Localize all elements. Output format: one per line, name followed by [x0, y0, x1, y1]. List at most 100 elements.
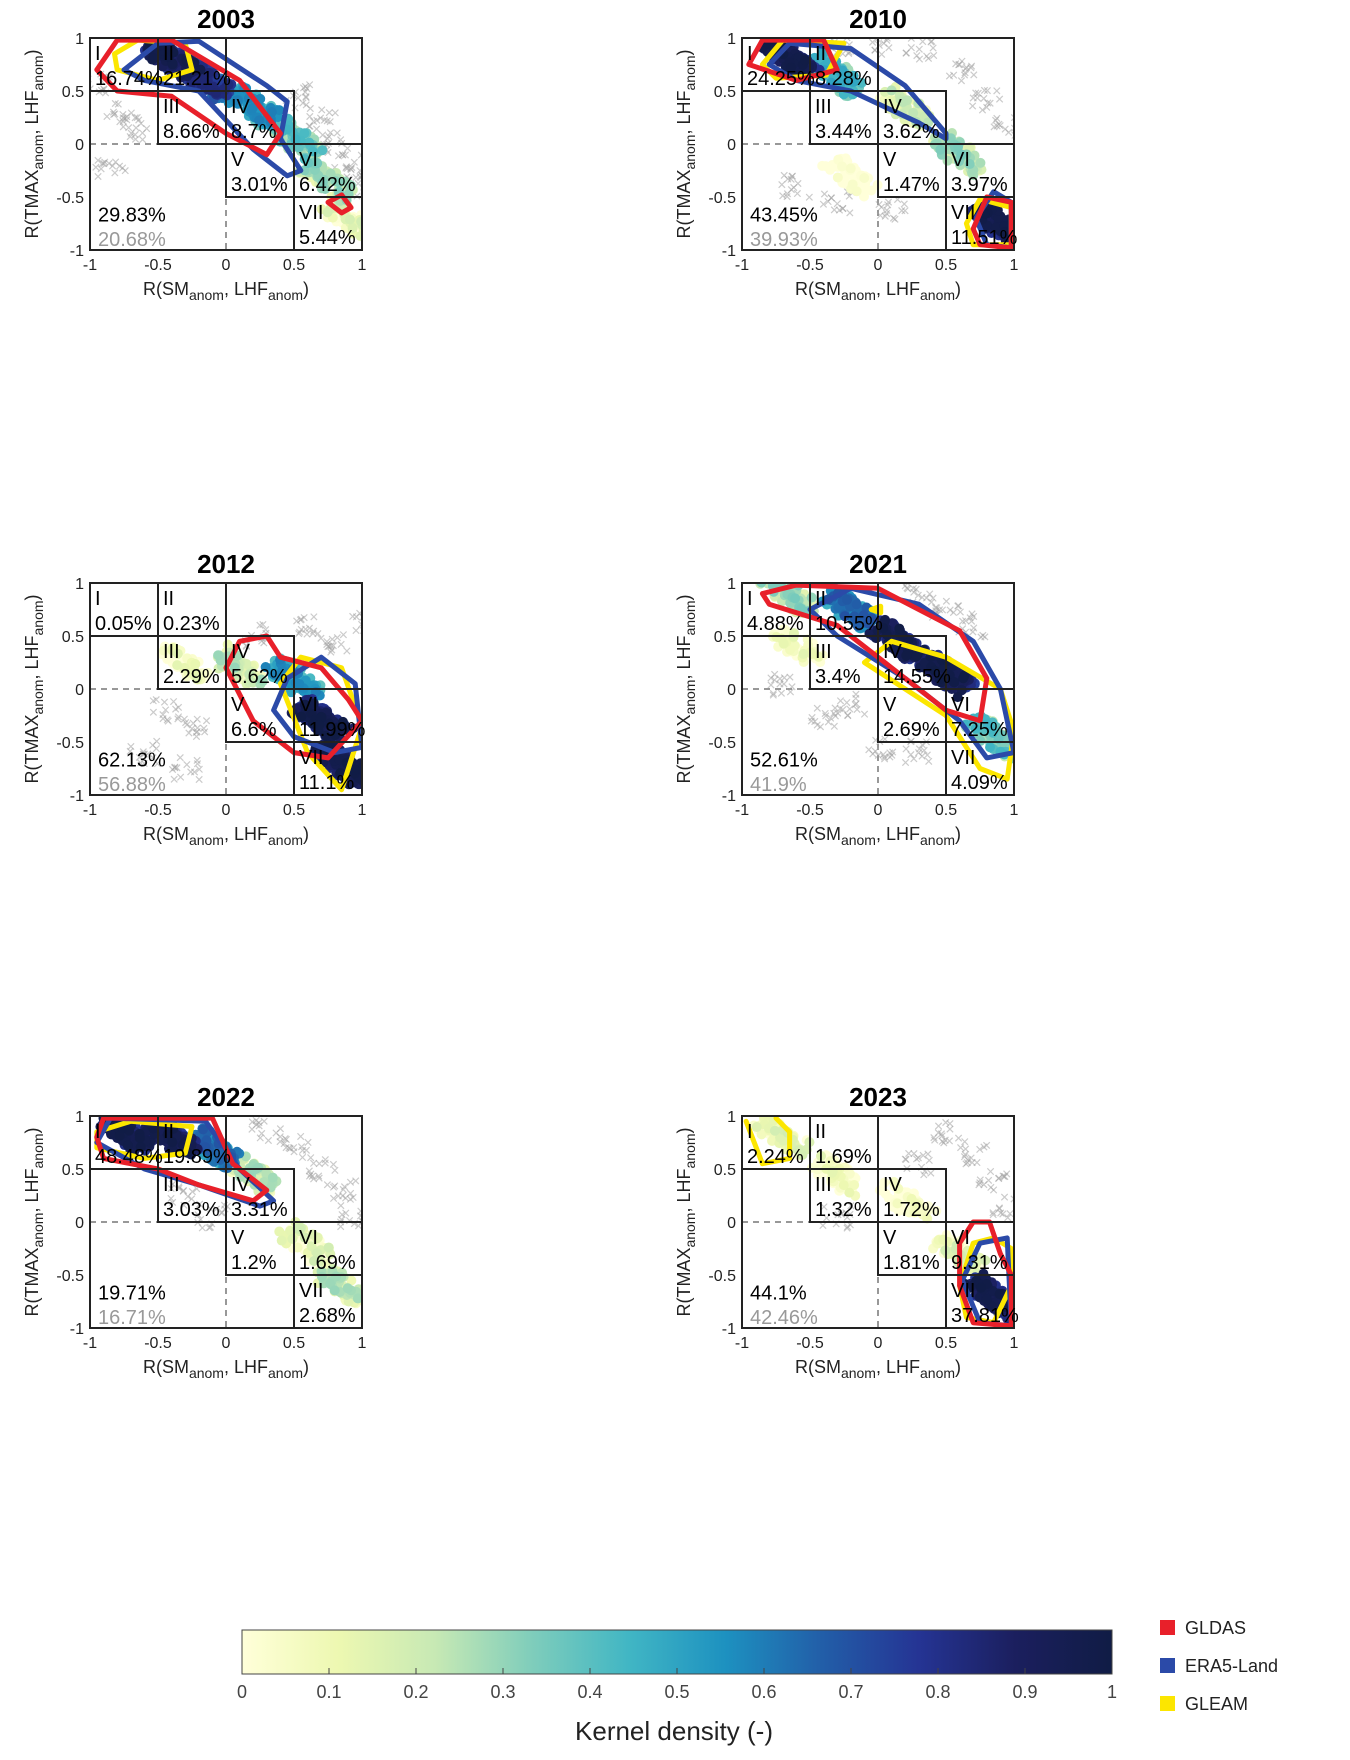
cross-marker: [983, 103, 991, 111]
cross-marker: [970, 624, 978, 632]
density-point: [312, 1248, 323, 1259]
y-tick-label: -0.5: [56, 735, 84, 752]
density-point: [364, 764, 374, 774]
density-point: [839, 611, 850, 622]
region-numeral: VI: [299, 149, 318, 171]
panel-title: 2012: [197, 549, 255, 579]
density-point: [352, 1293, 362, 1304]
cross-marker: [291, 104, 299, 112]
density-point: [909, 1207, 920, 1218]
x-tick-label: 1: [1010, 1335, 1019, 1352]
density-point: [312, 158, 323, 169]
density-point: [859, 191, 870, 202]
density-point: [308, 1255, 319, 1266]
region-percent: 4.09%: [951, 772, 1008, 794]
cross-marker: [281, 1135, 289, 1143]
cross-marker: [170, 775, 178, 783]
density-point: [198, 1124, 209, 1135]
cross-marker: [125, 124, 133, 132]
cross-marker: [843, 1224, 851, 1232]
cross-marker: [946, 1119, 954, 1128]
density-point: [990, 222, 1001, 233]
cross-marker: [296, 616, 305, 624]
cross-marker: [914, 591, 922, 599]
cross-marker: [309, 627, 318, 635]
cross-marker: [980, 1143, 988, 1151]
y-tick-label: -0.5: [708, 735, 736, 752]
cross-marker: [919, 38, 927, 46]
region-labels: I0.05%II0.23%III2.29%IV5.62%V6.6%VI11.99…: [95, 588, 366, 796]
y-axis-label: R(TMAXanom, LHFanom): [674, 594, 698, 783]
density-point: [980, 1255, 991, 1266]
density-point: [976, 1282, 987, 1293]
colorbar-tick-label: 0.8: [925, 1682, 950, 1702]
plot-area: [746, 38, 1014, 250]
x-tick-label: -0.5: [796, 802, 824, 819]
cross-marker: [902, 1155, 910, 1164]
density-point: [800, 55, 811, 66]
x-axis-label: R(SManom, LHFanom): [795, 279, 961, 303]
cross-marker: [770, 676, 779, 684]
cross-marker: [110, 110, 118, 119]
cross-marker: [195, 775, 203, 784]
cross-marker: [967, 62, 976, 70]
region-percent: 16.74%: [95, 68, 163, 90]
density-point: [300, 699, 311, 710]
cross-marker: [363, 611, 369, 617]
density-point: [785, 644, 796, 655]
cross-marker: [366, 1204, 372, 1210]
cross-marker: [920, 746, 928, 754]
x-tick-label: 0: [222, 257, 231, 274]
density-point: [367, 227, 377, 237]
region-percent: 48.48%: [95, 1146, 163, 1168]
region-labels: I48.48%II19.89%III3.03%IV3.31%V1.2%VI1.6…: [95, 1121, 356, 1329]
cross-marker: [174, 715, 182, 723]
density-point: [253, 1162, 264, 1173]
axes-frame: [741, 582, 1015, 796]
colorbar-tick-label: 0.6: [751, 1682, 776, 1702]
x-tick-label: -1: [83, 257, 97, 274]
cross-marker: [1011, 131, 1014, 139]
cross-marker: [114, 100, 122, 108]
region-percent: 2.24%: [747, 1146, 804, 1168]
contour-gleam-secondary: [743, 1116, 793, 1167]
cross-marker: [788, 172, 797, 180]
total-percent-secondary: 56.88%: [98, 774, 166, 796]
density-point: [897, 97, 908, 108]
cross-marker: [942, 1118, 950, 1127]
region-percent: 0.23%: [163, 613, 220, 635]
cross-marker: [946, 606, 954, 614]
density-point: [827, 1167, 838, 1178]
cross-marker: [138, 136, 147, 144]
y-tick-label: -0.5: [56, 1268, 84, 1285]
density-point: [911, 651, 922, 662]
region-numeral: VII: [951, 747, 975, 769]
x-tick-label: 0: [222, 1335, 231, 1352]
cross-marker: [217, 1209, 225, 1217]
contour-gldas-secondary: [970, 194, 1014, 250]
density-point: [365, 223, 375, 233]
cross-marker: [976, 1179, 984, 1187]
cross-marker: [295, 628, 304, 636]
region-numeral: III: [163, 641, 180, 663]
plot-area: [126, 605, 374, 793]
cross-marker: [820, 190, 829, 198]
cross-marker: [970, 612, 978, 621]
cross-marker: [786, 688, 795, 696]
region-percent: 7.25%: [951, 719, 1008, 741]
cross-marker: [258, 1129, 266, 1138]
y-tick-label: -1: [70, 1321, 84, 1338]
cross-marker: [367, 625, 373, 631]
cross-marker: [152, 696, 160, 704]
density-point: [879, 1177, 890, 1188]
cross-marker: [780, 171, 788, 180]
cross-marker: [193, 760, 202, 768]
cross-marker: [303, 630, 311, 638]
cross-marker: [248, 1125, 256, 1133]
region-numeral: VII: [951, 1280, 975, 1302]
region-percent: 5.62%: [231, 666, 288, 688]
cross-marker: [318, 106, 326, 114]
region-percent: 8.7%: [231, 121, 277, 143]
region-percent: 6.42%: [299, 174, 356, 196]
cross-marker: [976, 1145, 984, 1154]
